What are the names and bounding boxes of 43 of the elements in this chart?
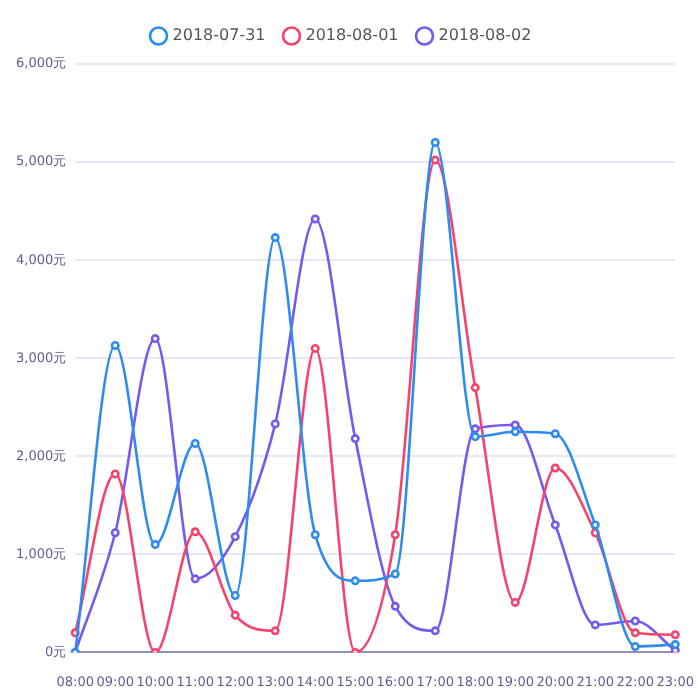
point <box>430 155 440 165</box>
point <box>310 530 320 540</box>
point <box>510 427 520 437</box>
point <box>230 610 240 620</box>
point <box>230 591 240 601</box>
point <box>350 576 360 586</box>
point <box>190 527 200 537</box>
point <box>550 429 560 439</box>
point <box>590 620 600 630</box>
point <box>150 334 160 344</box>
point <box>390 601 400 611</box>
point <box>630 628 640 638</box>
point <box>390 569 400 579</box>
point <box>630 642 640 652</box>
point <box>230 532 240 542</box>
point <box>110 340 120 350</box>
point <box>550 463 560 473</box>
legend-label: 2018-08-02 <box>438 26 532 45</box>
point <box>310 343 320 353</box>
point <box>630 616 640 626</box>
point <box>190 574 200 584</box>
point <box>510 597 520 607</box>
point <box>510 420 520 430</box>
point <box>550 520 560 530</box>
point <box>270 419 280 429</box>
legend-label: 2018-08-01 <box>305 26 399 45</box>
point <box>390 530 400 540</box>
point <box>670 640 680 650</box>
point <box>670 630 680 640</box>
point <box>190 439 200 449</box>
point <box>150 540 160 550</box>
point <box>470 432 480 442</box>
point <box>270 626 280 636</box>
point <box>590 520 600 530</box>
point <box>310 214 320 224</box>
legend-label: 2018-07-31 <box>172 26 266 45</box>
point <box>350 434 360 444</box>
point <box>110 528 120 538</box>
point <box>430 626 440 636</box>
point <box>270 233 280 243</box>
point <box>470 383 480 393</box>
point <box>110 469 120 479</box>
point <box>430 137 440 147</box>
